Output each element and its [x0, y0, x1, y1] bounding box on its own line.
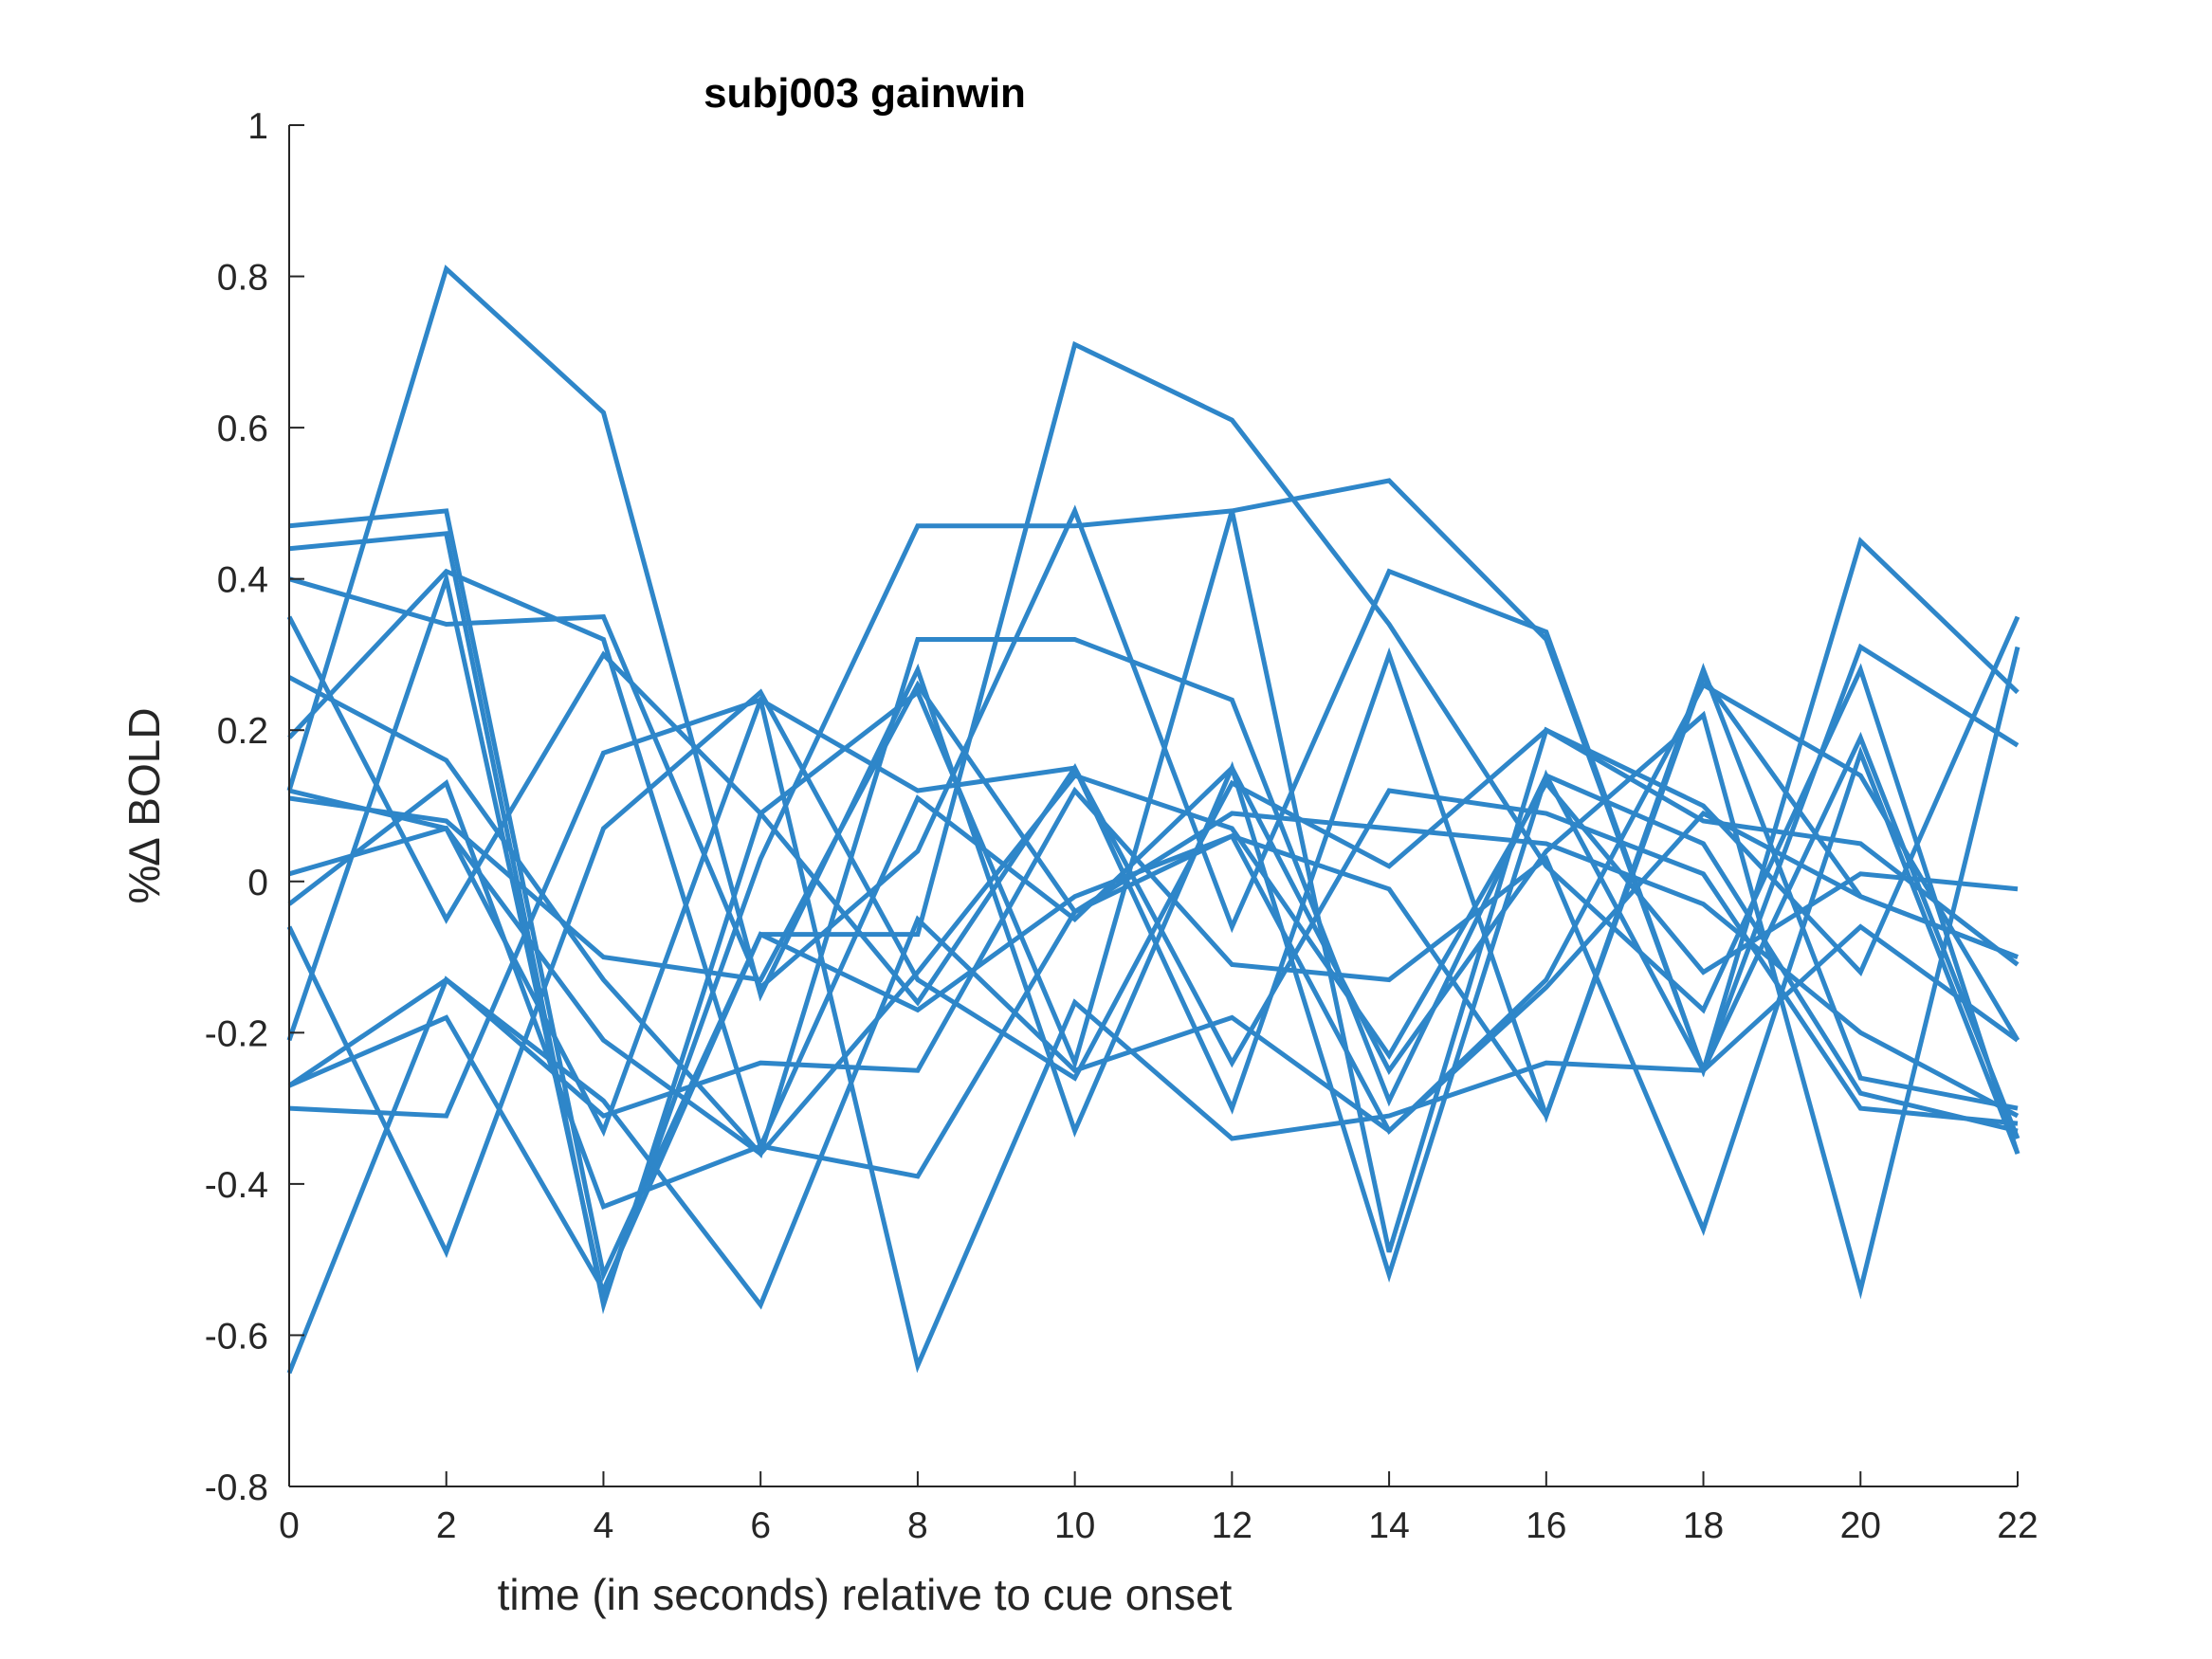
- series-line-16: [288, 697, 2020, 1374]
- x-tick-label: 18: [1683, 1505, 1724, 1546]
- series-line-8: [287, 568, 2020, 1300]
- series-line-10: [288, 680, 2020, 1119]
- x-tick-label: 4: [594, 1505, 614, 1546]
- x-tick-label: 8: [907, 1505, 928, 1546]
- x-tick-label: 12: [1212, 1505, 1252, 1546]
- series-line-17: [286, 745, 2020, 1375]
- series-line-14: [287, 681, 2020, 1310]
- y-tick-label: 0.6: [217, 409, 268, 449]
- series-line-9: [288, 773, 2019, 1158]
- y-axis-label: %∆ BOLD: [119, 707, 169, 903]
- y-tick-label: 1: [247, 106, 268, 147]
- y-tick-layer: -0.8 -0.6 -0.4 -0.2 0 0.2 0.4 0.6 0.8 1: [205, 106, 304, 1508]
- y-tick-label: 0: [247, 863, 268, 903]
- x-tick-label: 6: [750, 1505, 771, 1546]
- y-tick-label: 0.4: [217, 560, 268, 601]
- x-axis-label: time (in seconds) relative to cue onset: [498, 1570, 1233, 1619]
- series-line-6: [286, 615, 2019, 1123]
- x-tick-label: 22: [1997, 1505, 2038, 1546]
- series-line-15: [288, 810, 2019, 1296]
- y-tick-label: -0.8: [205, 1468, 268, 1508]
- y-tick-label: 0.2: [217, 711, 268, 752]
- y-tick-label: 0.8: [217, 258, 268, 299]
- series-line-12: [287, 672, 2019, 1211]
- series-line-5: [288, 504, 2020, 1139]
- y-tick-label: -0.4: [205, 1165, 268, 1206]
- x-tick-label: 0: [279, 1505, 300, 1546]
- y-tick-label: -0.2: [205, 1013, 268, 1054]
- series-line-13: [286, 688, 2020, 1259]
- series-line-4: [288, 510, 2020, 1315]
- x-tick-label: 2: [436, 1505, 457, 1546]
- x-tick-layer: 0 2 4 6 8 10 12 14 16 18 20 22: [279, 1471, 2038, 1546]
- x-tick-label: 20: [1840, 1505, 1881, 1546]
- chart-title: subj003 gainwin: [704, 70, 1026, 117]
- axes-layer: [288, 125, 2018, 1487]
- x-tick-label: 16: [1526, 1505, 1566, 1546]
- x-tick-label: 14: [1368, 1505, 1409, 1546]
- y-tick-label: -0.6: [205, 1316, 268, 1357]
- series-line-1: [286, 264, 2020, 1283]
- series-line-7: [287, 637, 2019, 1158]
- x-tick-label: 10: [1054, 1505, 1095, 1546]
- series-layer: [286, 264, 2020, 1375]
